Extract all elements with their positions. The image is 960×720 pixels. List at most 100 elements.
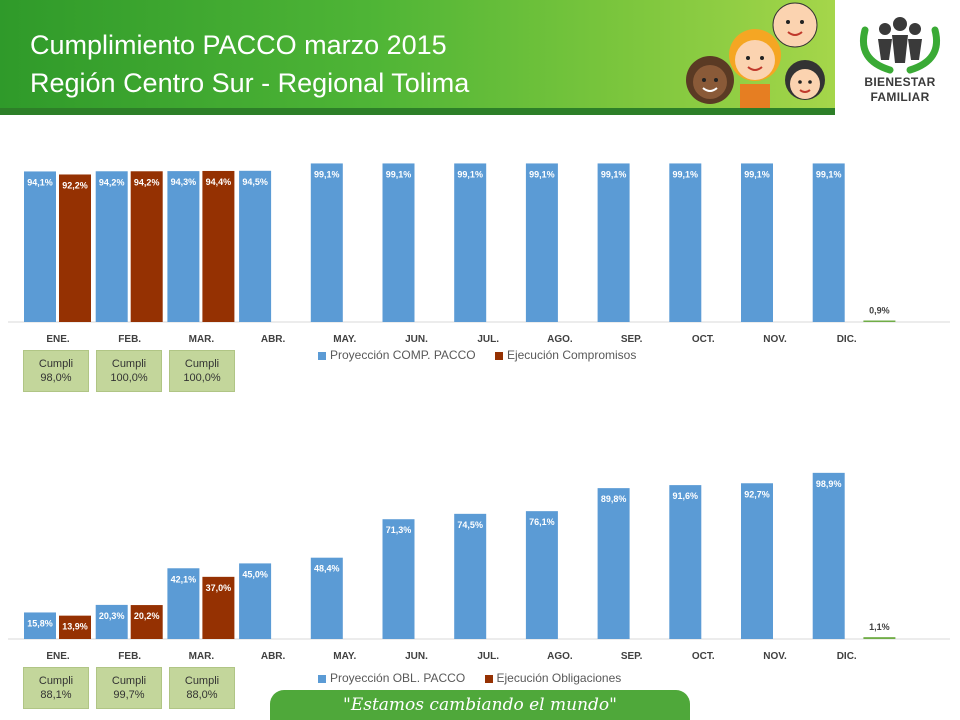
bar-data-label: 76,1% [529,517,555,527]
bar-data-label: 99,1% [529,169,555,179]
chart-obligaciones: 15,8% 13,9% ENE. 20,3% 20,2% FEB. 42,1% 37,0% MA… [0,455,960,710]
bar-data-label: 91,6% [673,491,699,501]
bar-data-label: 94,1% [27,177,53,187]
bar-proyeccion [167,568,200,639]
bar-data-label: 99,1% [673,169,699,179]
x-tick-label: MAR. [189,334,215,345]
x-tick-label: ABR. [261,651,286,662]
cumpli-value: 98,0% [40,372,72,384]
legend-item-ejecucion: Ejecución Obligaciones [484,671,621,685]
bar-data-label: 92,7% [744,489,770,499]
bar-proyeccion [167,171,200,322]
bar-data-label: 89,8% [601,494,627,504]
bar-proyeccion [310,163,343,322]
bar-ejecucion [202,170,235,322]
bar-data-label: 94,3% [171,177,197,187]
cumpli-value: 100,0% [110,372,148,384]
bar-data-label: 71,3% [386,525,412,535]
cumpli-box: Cumpli 98,0% [23,350,89,392]
bar-data-label: 98,9% [816,479,842,489]
chart-obligaciones-svg: 15,8% 13,9% ENE. 20,3% 20,2% FEB. 42,1% 37,0% MA… [8,472,950,662]
legend-swatch [484,674,493,683]
bar-data-label: 20,3% [99,611,125,621]
bar-data-label: 99,1% [816,169,842,179]
x-tick-label: ENE. [46,651,70,662]
bar-proyeccion [669,485,702,639]
legend-swatch [318,674,326,683]
bar-data-label: 99,1% [386,169,412,179]
title-banner: Cumplimiento PACCO marzo 2015 Región Cen… [0,0,835,115]
bar-data-label: 48,4% [314,564,340,574]
bar-data-label: 15,8% [27,618,53,628]
bar-ejecucion [130,605,163,639]
bar-proyeccion [24,612,56,639]
family-hands-icon [860,17,940,74]
bar-data-label: 74,5% [457,520,483,530]
cumpli-value: 88,1% [40,689,72,701]
bar-data-label: 92,2% [62,180,88,190]
cumpli-label: Cumpli [38,675,74,687]
bar-data-label: 99,1% [744,169,770,179]
header: Cumplimiento PACCO marzo 2015 Región Cen… [0,0,960,122]
bar-data-label: 99,1% [601,169,627,179]
bar-proyeccion [454,513,487,639]
cumpli-box: Cumpli 100,0% [169,350,235,392]
bar-proyeccion [525,511,558,639]
page-title: Cumplimiento PACCO marzo 2015 [30,30,447,60]
cumpli-box: Cumpli 100,0% [96,350,162,392]
bar-proyeccion [310,557,343,639]
bar-extra [863,637,896,639]
cumpli-label: Cumpli [184,675,220,687]
cumpli-value: 88,0% [186,689,218,701]
x-tick-label: JUN. [405,651,428,662]
bienestar-familiar-logo: BIENESTAR FAMILIAR [845,15,955,115]
bar-proyeccion [382,519,415,639]
legend-label: Ejecución Compromisos [506,348,637,362]
page-subtitle: Región Centro Sur - Regional Tolima [30,68,470,98]
bar-proyeccion [525,163,558,322]
banner-stripe [0,108,835,115]
cumpli-box: Cumpli 88,1% [23,667,89,709]
x-tick-label: AGO. [547,334,573,345]
bar-ejecucion [202,576,235,639]
x-tick-label: MAR. [189,651,215,662]
bar-proyeccion [669,163,702,322]
bar-proyeccion [239,170,272,322]
bar-proyeccion [597,488,630,639]
bar-proyeccion [741,483,773,639]
x-tick-label: NOV. [763,651,787,662]
children-illustration [686,2,825,110]
bar-proyeccion [95,171,128,322]
bar-proyeccion [597,163,630,322]
bar-proyeccion [382,163,415,322]
bar-proyeccion [741,163,773,322]
x-tick-label: MAY. [333,334,356,345]
bar-data-label: 94,2% [99,177,125,187]
bar-data-label: 37,0% [206,583,232,593]
bar-proyeccion [812,472,845,639]
bar-proyeccion [95,604,128,639]
logo-text-line2: FAMILIAR [870,90,930,104]
bar-data-label: 99,1% [457,169,483,179]
x-tick-label: DIC. [837,334,857,345]
cumpli-box: Cumpli 88,0% [169,667,235,709]
chart-compromisos: 94,1% 92,2% ENE. 94,2% 94,2% FEB. 94,3% 94,4% MA… [0,150,960,400]
legend-label: Proyección COMP. PACCO [330,348,476,362]
cumpli-label: Cumpli [111,675,147,687]
logo-text-line1: BIENESTAR [864,75,936,89]
legend-swatch [494,351,503,360]
bar-data-label: 94,4% [206,177,232,187]
bar-proyeccion [239,563,272,639]
chart-compromisos-legend: Proyección COMP. PACCO Ejecución Comprom… [318,348,652,362]
x-tick-label: JUL. [477,651,499,662]
bar-extra [863,320,896,322]
x-tick-label: AGO. [547,651,573,662]
bar-data-label: 45,0% [242,569,268,579]
legend-item-proyeccion: Proyección OBL. PACCO [318,671,465,685]
bar-data-label: 94,5% [242,177,268,187]
x-tick-label: SEP. [621,651,643,662]
x-tick-label: FEB. [118,651,141,662]
legend-item-proyeccion: Proyección COMP. PACCO [318,348,476,362]
bar-data-label: 94,2% [134,177,160,187]
x-tick-label: OCT. [692,334,715,345]
